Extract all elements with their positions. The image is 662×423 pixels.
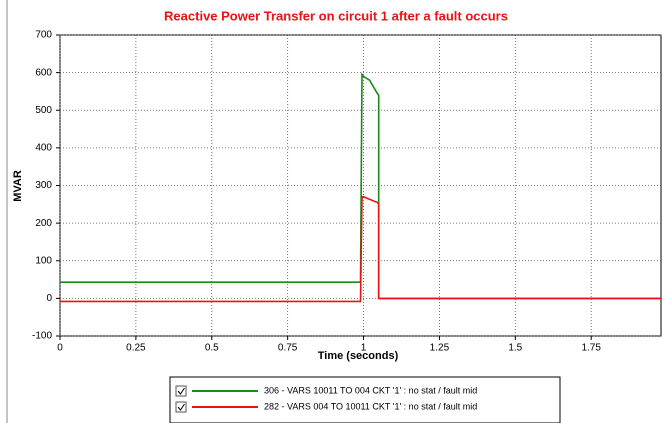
y-tick-label: -100 (32, 331, 52, 342)
y-tick-label: 600 (35, 67, 52, 78)
x-tick-label: 1.25 (430, 343, 450, 354)
series-line (60, 196, 661, 303)
x-axis-label: Time (seconds) (318, 350, 399, 362)
y-tick-label: 400 (35, 143, 52, 154)
y-tick-label: 0 (46, 293, 52, 304)
legend-checkbox[interactable] (175, 385, 187, 397)
x-tick-label: 0.5 (205, 343, 219, 354)
x-tick-label: 1.75 (581, 343, 601, 354)
x-tick-label: 1 (361, 343, 367, 354)
legend-checkbox[interactable] (175, 401, 187, 413)
legend-check (177, 387, 185, 395)
legend-check (177, 403, 185, 411)
y-tick-label: 100 (35, 255, 52, 266)
y-tick-label: 500 (35, 105, 52, 116)
y-tick-label: 300 (35, 180, 52, 191)
x-tick-label: 0.25 (126, 343, 146, 354)
x-tick-label: 0.75 (278, 343, 298, 354)
y-axis-label: MVAR (12, 170, 24, 202)
chart-title: Reactive Power Transfer on circuit 1 aft… (164, 8, 508, 23)
x-tick-label: 1.5 (508, 343, 522, 354)
y-tick-label: 200 (35, 218, 52, 229)
legend-label: 282 - VARS 004 TO 10011 CKT '1' : no sta… (264, 401, 477, 411)
legend-label: 306 - VARS 10011 TO 004 CKT '1' : no sta… (264, 385, 477, 395)
y-tick-label: 700 (35, 30, 52, 41)
legend (169, 376, 561, 423)
x-tick-label: 0 (57, 343, 63, 354)
